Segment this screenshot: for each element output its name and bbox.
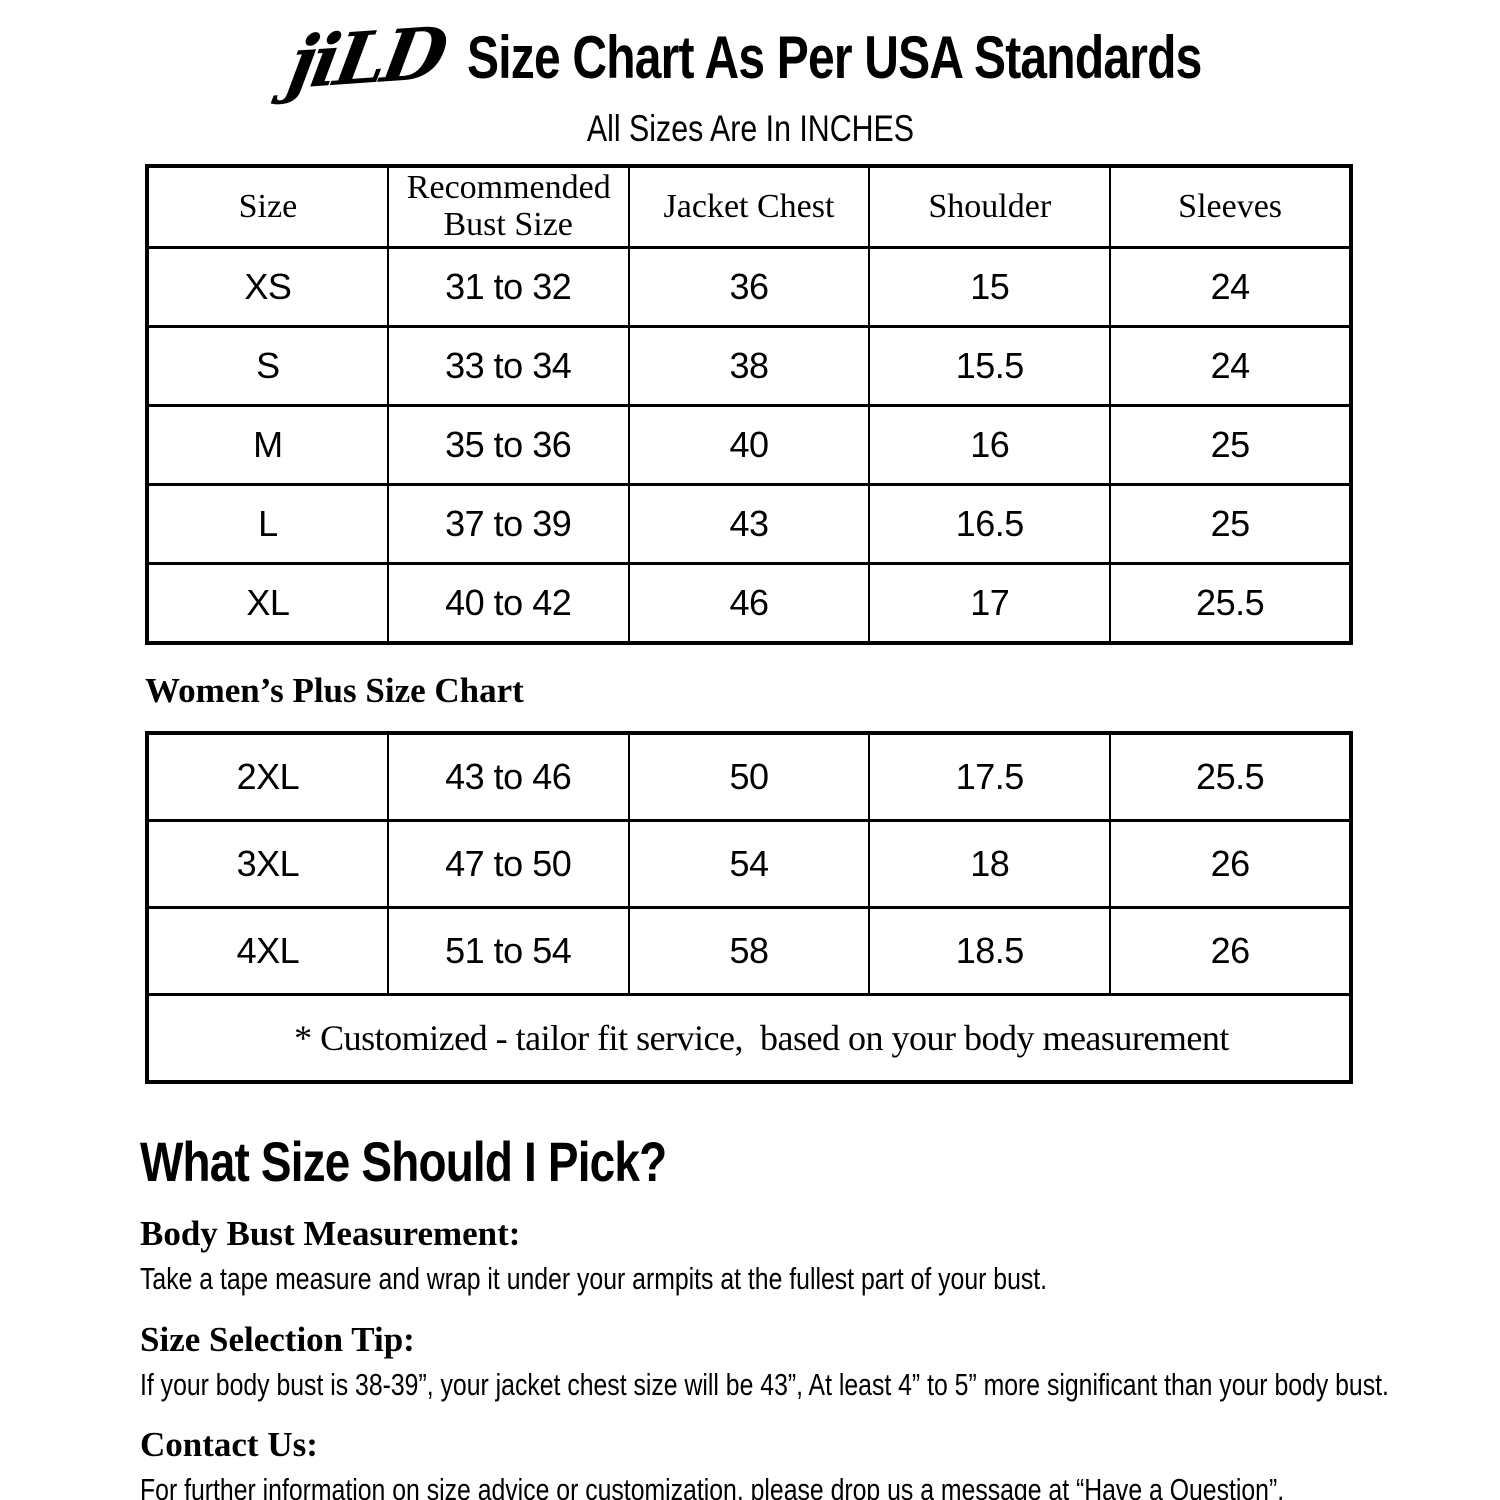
cell-size: XL (146, 562, 389, 644)
size-guide-heading: What Size Should I Pick? (140, 1130, 667, 1193)
table-row-xs: XS 31 to 32 36 15 24 (146, 246, 1352, 328)
table-row-2xl: 2XL 43 to 46 50 17.5 25.5 (146, 732, 1352, 822)
cell-bust: 51 to 54 (386, 906, 630, 996)
cell-chest: 43 (627, 483, 871, 565)
cell-size: 4XL (146, 906, 389, 996)
plus-size-heading: Women’s Plus Size Chart (145, 671, 524, 710)
cell-sleeves: 24 (1109, 325, 1352, 407)
cell-shoulder: 18 (868, 819, 1112, 909)
table-row-m: M 35 to 36 40 16 25 (146, 404, 1352, 486)
cell-bust: 47 to 50 (386, 819, 630, 909)
page-title-box: Size Chart As Per USA Standards (467, 19, 1209, 97)
plus-size-table: 2XL 43 to 46 50 17.5 25.5 3XL 47 to 50 5… (145, 731, 1353, 1084)
cell-size: 2XL (146, 732, 389, 822)
cell-chest: 58 (627, 906, 871, 996)
cell-sleeves: 24 (1109, 246, 1352, 328)
cell-shoulder: 16 (868, 404, 1112, 486)
section-title-contact: Contact Us: (140, 1425, 318, 1465)
cell-chest: 36 (627, 246, 871, 328)
col-header-shoulder: Shoulder (868, 165, 1112, 249)
footnote-row: * Customized - tailor fit service, based… (146, 993, 1352, 1083)
guide-section-bust: Body Bust Measurement: Take a tape measu… (0, 1214, 1500, 1300)
guide-heading-box: What Size Should I Pick? (140, 1130, 1500, 1194)
cell-sleeves: 25 (1109, 483, 1352, 565)
page-title: Size Chart As Per USA Standards (467, 24, 1202, 91)
col-header-size: Size (146, 165, 389, 249)
guide-section-contact: Contact Us: For further information on s… (0, 1425, 1500, 1500)
cell-shoulder: 16.5 (868, 483, 1112, 565)
table-row-s: S 33 to 34 38 15.5 24 (146, 325, 1352, 407)
cell-size: 3XL (146, 819, 389, 909)
section-text-tip: If your body bust is 38-39”, your jacket… (140, 1366, 1389, 1402)
cell-chest: 54 (627, 819, 871, 909)
section-text-contact: For further information on size advice o… (140, 1472, 1285, 1500)
cell-size: S (146, 325, 389, 407)
cell-sleeves: 25.5 (1109, 732, 1352, 822)
table-row-3xl: 3XL 47 to 50 54 18 26 (146, 819, 1352, 909)
size-chart-table: Size Recommended Bust Size Jacket Chest … (145, 164, 1353, 645)
table-row-xl: XL 40 to 42 46 17 25.5 (146, 562, 1352, 644)
page-subtitle: All Sizes Are In INCHES (586, 108, 914, 149)
cell-chest: 46 (627, 562, 871, 644)
header-section: jiLD Size Chart As Per USA Standards (0, 0, 1500, 106)
cell-bust: 33 to 34 (386, 325, 630, 407)
col-header-chest: Jacket Chest (627, 165, 871, 249)
section-title-bust: Body Bust Measurement: (140, 1214, 521, 1253)
brand-logo: jiLD (282, 9, 451, 106)
col-header-bust: Recommended Bust Size (386, 165, 630, 249)
section-title-tip: Size Selection Tip: (140, 1319, 415, 1359)
guide-section-tip: Size Selection Tip: If your body bust is… (0, 1320, 1500, 1406)
cell-chest: 50 (627, 732, 871, 822)
cell-bust: 35 to 36 (386, 404, 630, 486)
cell-bust: 31 to 32 (386, 246, 630, 328)
cell-bust: 43 to 46 (386, 732, 630, 822)
cell-size: M (146, 404, 389, 486)
cell-shoulder: 18.5 (868, 906, 1112, 996)
table-row-l: L 37 to 39 43 16.5 25 (146, 483, 1352, 565)
col-header-sleeves: Sleeves (1109, 165, 1352, 249)
cell-size: XS (146, 246, 389, 328)
cell-shoulder: 15 (868, 246, 1112, 328)
cell-shoulder: 17.5 (868, 732, 1112, 822)
section-text-bust: Take a tape measure and wrap it under yo… (140, 1261, 1048, 1296)
cell-sleeves: 25 (1109, 404, 1352, 486)
subtitle-row: All Sizes Are In INCHES (0, 106, 1500, 152)
cell-chest: 40 (627, 404, 871, 486)
cell-sleeves: 26 (1109, 819, 1352, 909)
header-row: Size Recommended Bust Size Jacket Chest … (146, 165, 1352, 249)
cell-sleeves: 25.5 (1109, 562, 1352, 644)
cell-chest: 38 (627, 325, 871, 407)
cell-bust: 40 to 42 (386, 562, 630, 644)
cell-shoulder: 17 (868, 562, 1112, 644)
table-row-4xl: 4XL 51 to 54 58 18.5 26 (146, 906, 1352, 996)
cell-size: L (146, 483, 389, 565)
cell-bust: 37 to 39 (386, 483, 630, 565)
cell-sleeves: 26 (1109, 906, 1352, 996)
cell-shoulder: 15.5 (868, 325, 1112, 407)
customized-footnote: * Customized - tailor fit service, based… (146, 993, 1352, 1083)
